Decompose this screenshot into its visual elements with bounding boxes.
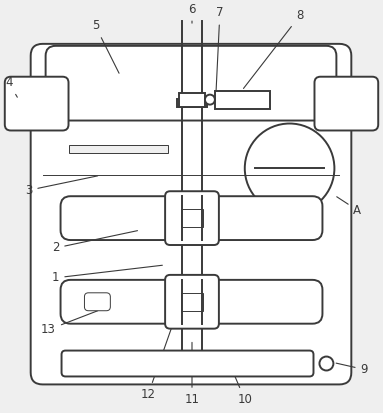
Text: 9: 9 bbox=[336, 363, 368, 376]
Text: 3: 3 bbox=[25, 176, 98, 197]
Text: 8: 8 bbox=[244, 9, 303, 88]
Circle shape bbox=[319, 356, 334, 370]
Text: 2: 2 bbox=[52, 230, 137, 254]
Text: 13: 13 bbox=[41, 311, 98, 336]
FancyBboxPatch shape bbox=[314, 77, 378, 131]
Text: 12: 12 bbox=[141, 320, 174, 401]
Text: A: A bbox=[337, 197, 361, 217]
FancyBboxPatch shape bbox=[62, 351, 314, 377]
Circle shape bbox=[205, 95, 215, 104]
FancyBboxPatch shape bbox=[5, 77, 69, 131]
FancyBboxPatch shape bbox=[165, 191, 219, 245]
Bar bbox=[181, 293, 203, 311]
FancyBboxPatch shape bbox=[165, 275, 219, 329]
Text: 10: 10 bbox=[231, 367, 252, 406]
Bar bbox=[182, 196, 202, 240]
FancyBboxPatch shape bbox=[84, 293, 110, 311]
Bar bbox=[179, 93, 205, 107]
Text: 1: 1 bbox=[52, 265, 162, 285]
Bar bbox=[181, 209, 203, 227]
Bar bbox=[215, 91, 270, 109]
Text: 7: 7 bbox=[216, 7, 224, 92]
Text: 6: 6 bbox=[188, 2, 196, 23]
Bar bbox=[69, 145, 168, 153]
FancyBboxPatch shape bbox=[203, 280, 322, 324]
FancyBboxPatch shape bbox=[61, 280, 180, 324]
FancyBboxPatch shape bbox=[61, 196, 180, 240]
Text: 11: 11 bbox=[185, 342, 200, 406]
Circle shape bbox=[245, 123, 334, 213]
FancyBboxPatch shape bbox=[46, 46, 336, 121]
Bar bbox=[177, 99, 207, 107]
FancyBboxPatch shape bbox=[203, 196, 322, 240]
Bar bbox=[182, 280, 202, 324]
Text: 4: 4 bbox=[5, 76, 17, 97]
Text: 5: 5 bbox=[92, 19, 119, 73]
FancyBboxPatch shape bbox=[31, 44, 351, 385]
